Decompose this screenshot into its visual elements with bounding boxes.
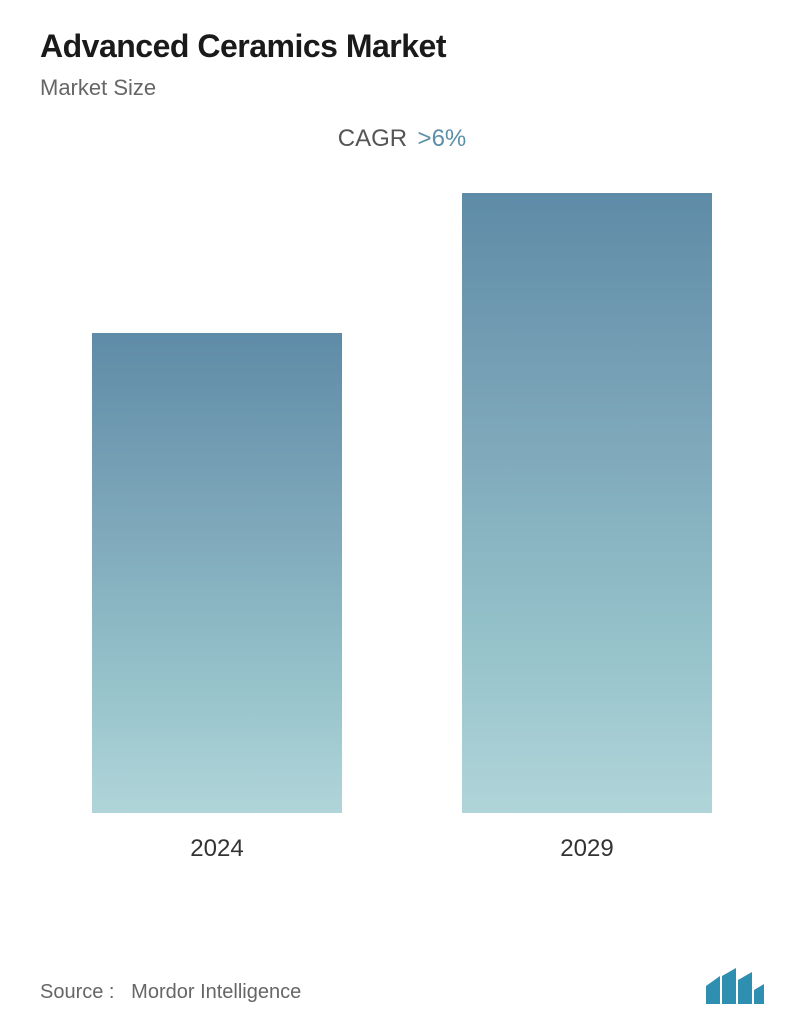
bar-label-1: 2029	[560, 835, 613, 863]
bar-1	[462, 193, 712, 813]
chart-footer: Source : Mordor Intelligence	[40, 968, 764, 1004]
logo-svg	[706, 968, 764, 1004]
bar-0	[92, 333, 342, 813]
cagr-display: CAGR >6%	[40, 125, 764, 153]
source-label: Source :	[40, 981, 114, 1003]
chart-subtitle: Market Size	[40, 75, 764, 101]
cagr-value: >6%	[418, 125, 467, 152]
chart-title: Advanced Ceramics Market	[40, 28, 764, 65]
bar-label-0: 2024	[190, 835, 243, 863]
bar-chart: 2024 2029	[40, 243, 764, 863]
chart-container: Advanced Ceramics Market Market Size CAG…	[0, 0, 796, 1034]
bar-group-1: 2029	[462, 193, 712, 863]
source-attribution: Source : Mordor Intelligence	[40, 981, 301, 1004]
mordor-logo-icon	[706, 968, 764, 1004]
source-name: Mordor Intelligence	[131, 981, 301, 1003]
cagr-label: CAGR	[338, 125, 407, 152]
bar-group-0: 2024	[92, 333, 342, 863]
